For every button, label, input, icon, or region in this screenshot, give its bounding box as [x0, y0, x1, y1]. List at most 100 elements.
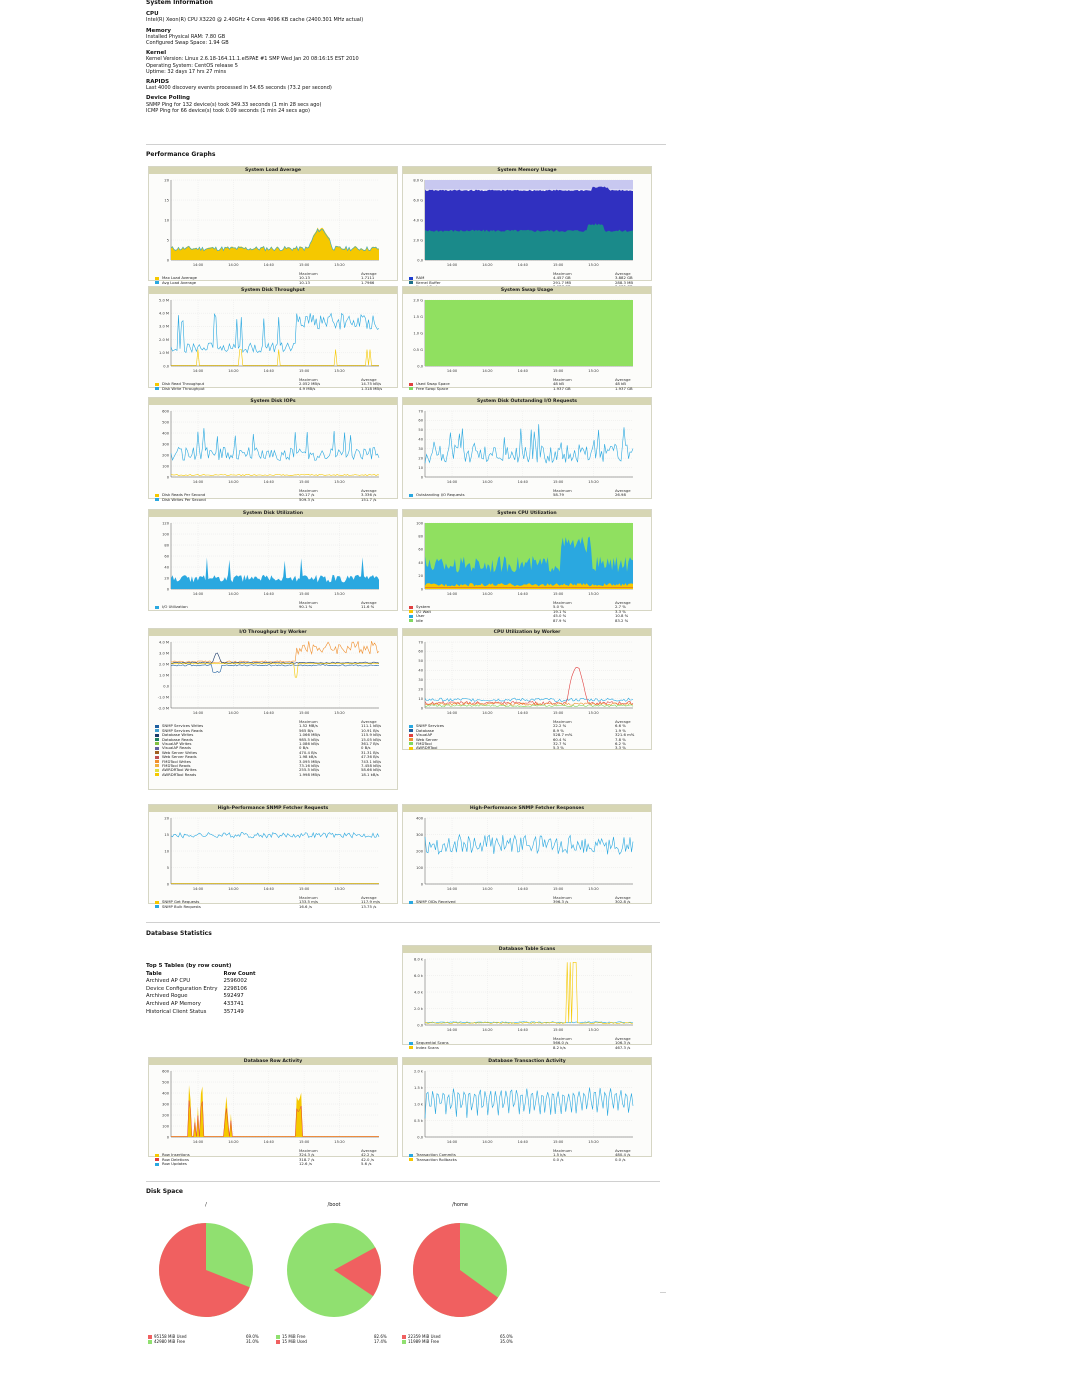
legend-avg: 743.1 kB/s	[361, 758, 382, 764]
legend-item: 42980 MiB Free 31.0%	[148, 1339, 268, 1344]
graph-title: Database Table Scans	[403, 946, 651, 953]
legend-avg: 321.6 m%	[615, 732, 635, 738]
legend-header: Maximum Average	[299, 719, 377, 724]
graph-title: Database Transaction Activity	[403, 1058, 651, 1065]
info-rapids: RAPIDS Last 4000 discovery events process…	[146, 79, 666, 91]
y-tick-label: 500	[162, 420, 170, 424]
legend-label: 22359 MiB Used	[408, 1334, 441, 1339]
user-area	[425, 536, 633, 589]
table-cell: 2596002	[223, 978, 248, 985]
y-tick-label: 1.0 M	[159, 351, 169, 355]
x-tick-label: 15:20	[334, 711, 345, 715]
graph-plot: 8.0 k 6.0 k 4.0 k 2.0 k 0.0 14:00 14:20 14:40 15…	[414, 957, 634, 1032]
legend-label: Row Insertions	[162, 1152, 190, 1158]
y-tick-label: 40	[164, 565, 169, 569]
table-row: Historical Client Status 357149	[146, 1009, 256, 1017]
y-tick-label: 5	[167, 866, 169, 870]
y-tick-label: 0	[421, 706, 424, 710]
divider	[146, 144, 666, 145]
y-tick-label: 300	[416, 833, 424, 837]
y-tick-label: 200	[162, 1113, 170, 1117]
divider	[660, 1292, 666, 1293]
snmp-oids-line	[424, 833, 634, 855]
legend-item: Transaction Commits 1.5 k/s 480.4 /s	[409, 1152, 630, 1157]
legend-header: Maximum Average	[553, 271, 631, 276]
disk-pie	[287, 1223, 382, 1317]
y-tick-label: 120	[162, 521, 170, 525]
x-tick-label: 14:20	[482, 711, 493, 715]
legend-swatch	[409, 746, 413, 750]
y-tick-label: 400	[416, 816, 424, 820]
legend-swatch	[155, 764, 159, 768]
legend-max: 10.13	[299, 275, 310, 281]
x-tick-label: 15:00	[299, 263, 310, 267]
legend-item: Row Insertions 324.3 /s 42.2 /s	[155, 1152, 374, 1158]
legend-swatch	[155, 387, 159, 391]
legend-max: 87.9 %	[553, 617, 567, 623]
legend-max: 1.998 MB/s	[299, 771, 321, 777]
legend-max: 509.3 /s	[299, 496, 315, 502]
legend-swatch	[155, 738, 159, 742]
legend-swatch	[155, 493, 159, 497]
x-tick-label: 14:40	[264, 480, 275, 484]
y-tick-label: 400	[162, 1091, 170, 1095]
legend-avg: 58.66 kB/s	[361, 767, 382, 773]
legend-label: 95158 MiB Used	[154, 1334, 187, 1339]
legend-avg: 42.0 /s	[361, 1156, 374, 1162]
legend-label: Kernel Buffer	[416, 279, 441, 285]
y-tick-label: 20	[164, 816, 169, 820]
legend-max: 90.1 %	[299, 604, 313, 610]
snmp-bulk-line	[170, 831, 380, 839]
y-tick-label: 30	[418, 447, 423, 451]
legend-swatch	[155, 768, 159, 772]
graph-plot: 600 500 400 300 200 100 0 14:00 14:20 14:40 15:00 1…	[162, 409, 380, 484]
y-tick-label: 4.0 k	[414, 990, 424, 994]
y-tick-label: 300	[162, 1102, 170, 1106]
legend-item: 11989 MiB Free 35.0%	[402, 1339, 522, 1344]
x-tick-label: 14:40	[518, 369, 529, 373]
legend-avg: 117.9 m/s	[361, 899, 381, 905]
y-tick-label: 5	[167, 238, 169, 242]
legend-avg: 14.75 kB/s	[361, 381, 382, 387]
index-scans-line	[424, 962, 634, 1025]
legend-swatch	[409, 733, 413, 737]
y-tick-label: 15	[164, 198, 169, 202]
legend-item: 15 MiB Free 82.6%	[276, 1334, 396, 1339]
y-tick-label: 15	[164, 833, 169, 837]
legend-label: Outstanding I/O Requests	[416, 492, 465, 498]
graph-legend: Maximum Average Disk Read Throughput 2.052 …	[155, 377, 382, 391]
y-tick-label: 0.0	[417, 258, 423, 262]
legend-item: SNMP OIDs Received 396.3 /s 302.8 /s	[409, 899, 630, 904]
graph-title: High-Performance SNMP Fetcher Requests	[149, 805, 397, 812]
legend-avg: 361.7 B/s	[361, 740, 379, 746]
legend-label: Used Swap Space	[416, 381, 450, 387]
x-tick-label: 14:20	[482, 887, 493, 891]
graph-dbtx: Database Transaction Activity 2.0 k 1.5 k 1…	[402, 1057, 652, 1162]
legend-avg: 151.7 /s	[361, 496, 377, 502]
io-utilization-area	[171, 557, 379, 589]
table-cell: Archived Rogue	[146, 993, 188, 1000]
divider	[146, 1181, 660, 1182]
info-line: Last 4000 discovery events processed in …	[146, 85, 332, 92]
legend-swatch	[155, 1153, 159, 1157]
legend-item: 22359 MiB Used 65.0%	[402, 1334, 522, 1339]
y-tick-label: 8.0 k	[414, 957, 424, 961]
legend-item: System 5.0 % 2.7 %	[409, 604, 626, 609]
legend-swatch	[155, 900, 159, 904]
disk-pie	[158, 1223, 253, 1317]
legend-header: Maximum Average	[553, 377, 631, 382]
table-cell: Device Configuration Entry	[146, 985, 218, 992]
legend-item: SNMP Get Requests 133.5 m/s 117.9 m/s	[155, 899, 380, 904]
graph-legend: Maximum Average Max Load Average 10.13 1.711…	[155, 271, 377, 285]
disk-reads-line	[170, 474, 380, 477]
legend-label: SNMP Services	[416, 723, 445, 729]
y-tick-label: 70	[418, 640, 423, 644]
legend-label: 15 MiB Used	[282, 1339, 307, 1344]
x-tick-label: 15:20	[588, 592, 599, 596]
legend-swatch	[155, 742, 159, 746]
x-tick-label: 15:00	[553, 711, 564, 715]
legend-label: User	[416, 613, 425, 619]
legend-swatch	[409, 742, 413, 746]
legend-item: Row Deletions 318.7 /s 42.0 /s	[155, 1157, 374, 1162]
x-tick-label: 14:40	[264, 1140, 275, 1144]
